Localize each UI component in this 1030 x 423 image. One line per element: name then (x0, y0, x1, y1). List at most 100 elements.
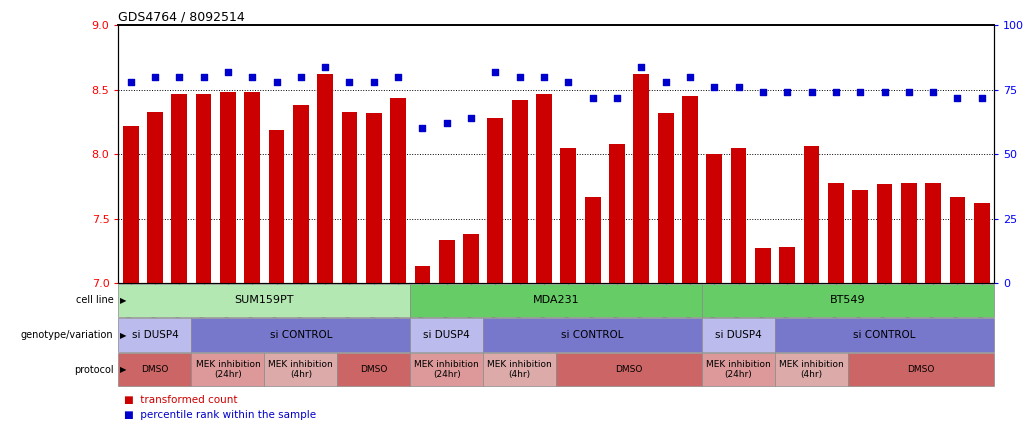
Bar (337, 353, 410, 386)
Text: protocol: protocol (74, 365, 113, 375)
Point (900, 89, 917, 96)
Bar (366, 113, 382, 283)
Bar (192, 319, 410, 352)
Bar (269, 130, 284, 283)
Bar (560, 148, 576, 283)
Point (925, 89, 941, 96)
Text: si CONTROL: si CONTROL (270, 330, 332, 340)
Bar (265, 353, 337, 386)
Bar (755, 248, 770, 283)
Bar (118, 319, 192, 352)
Text: genotype/variation: genotype/variation (21, 330, 113, 340)
Bar (196, 93, 211, 283)
Text: BT549: BT549 (830, 295, 866, 305)
Point (171, 74, 187, 80)
Point (146, 74, 163, 80)
Point (244, 74, 261, 80)
Point (293, 74, 309, 80)
Point (487, 69, 504, 75)
Text: ▶: ▶ (119, 365, 126, 374)
Text: GDS4764 / 8092514: GDS4764 / 8092514 (118, 11, 245, 24)
Point (366, 79, 382, 85)
Point (730, 84, 747, 91)
Bar (410, 284, 702, 317)
Text: MEK inhibition
(24hr): MEK inhibition (24hr) (196, 360, 261, 379)
Point (633, 63, 650, 70)
Point (196, 74, 212, 80)
Bar (730, 148, 747, 283)
Bar (483, 353, 556, 386)
Text: ■  percentile rank within the sample: ■ percentile rank within the sample (124, 409, 316, 420)
Text: si CONTROL: si CONTROL (561, 330, 624, 340)
Bar (925, 182, 941, 283)
Bar (410, 353, 483, 386)
Text: ▶: ▶ (119, 296, 126, 305)
Text: ▶: ▶ (119, 330, 126, 340)
Text: si DUSP4: si DUSP4 (715, 330, 762, 340)
Bar (556, 353, 702, 386)
Bar (775, 353, 848, 386)
Point (512, 74, 528, 80)
Bar (609, 144, 625, 283)
Bar (192, 353, 265, 386)
Bar (585, 197, 600, 283)
Point (560, 79, 577, 85)
Bar (848, 353, 994, 386)
Point (341, 79, 357, 85)
Point (682, 74, 698, 80)
Point (317, 63, 334, 70)
Point (390, 74, 407, 80)
Point (123, 79, 139, 85)
Bar (118, 353, 192, 386)
Bar (803, 146, 820, 283)
Bar (852, 190, 868, 283)
Text: si CONTROL: si CONTROL (853, 330, 916, 340)
Text: MEK inhibition
(4hr): MEK inhibition (4hr) (487, 360, 552, 379)
Bar (682, 96, 698, 283)
Point (706, 84, 722, 91)
Bar (464, 234, 479, 283)
Bar (317, 74, 333, 283)
Point (973, 94, 990, 101)
Bar (877, 184, 892, 283)
Bar (487, 118, 504, 283)
Bar (828, 182, 844, 283)
Bar (707, 154, 722, 283)
Bar (775, 319, 994, 352)
Point (657, 79, 674, 85)
Text: SUM159PT: SUM159PT (235, 295, 295, 305)
Text: MEK inhibition
(24hr): MEK inhibition (24hr) (707, 360, 771, 379)
Bar (974, 203, 990, 283)
Bar (414, 266, 431, 283)
Text: MEK inhibition
(4hr): MEK inhibition (4hr) (779, 360, 844, 379)
Point (536, 74, 552, 80)
Bar (410, 319, 483, 352)
Point (779, 89, 795, 96)
Bar (702, 284, 994, 317)
Point (219, 69, 236, 75)
Bar (390, 98, 406, 283)
Text: DMSO: DMSO (907, 365, 934, 374)
Text: DMSO: DMSO (616, 365, 643, 374)
Bar (950, 197, 965, 283)
Point (828, 89, 845, 96)
Text: si DUSP4: si DUSP4 (423, 330, 470, 340)
Point (755, 89, 771, 96)
Bar (171, 93, 187, 283)
Text: cell line: cell line (75, 295, 113, 305)
Text: ■  transformed count: ■ transformed count (124, 395, 237, 405)
Bar (658, 113, 674, 283)
Point (852, 89, 868, 96)
Bar (123, 126, 138, 283)
Point (414, 125, 431, 132)
Point (609, 94, 625, 101)
Bar (633, 74, 649, 283)
Point (462, 115, 479, 121)
Bar (220, 92, 236, 283)
Bar (244, 92, 261, 283)
Bar (901, 182, 917, 283)
Text: MDA231: MDA231 (533, 295, 580, 305)
Bar (147, 112, 163, 283)
Text: DMSO: DMSO (141, 365, 169, 374)
Point (877, 89, 893, 96)
